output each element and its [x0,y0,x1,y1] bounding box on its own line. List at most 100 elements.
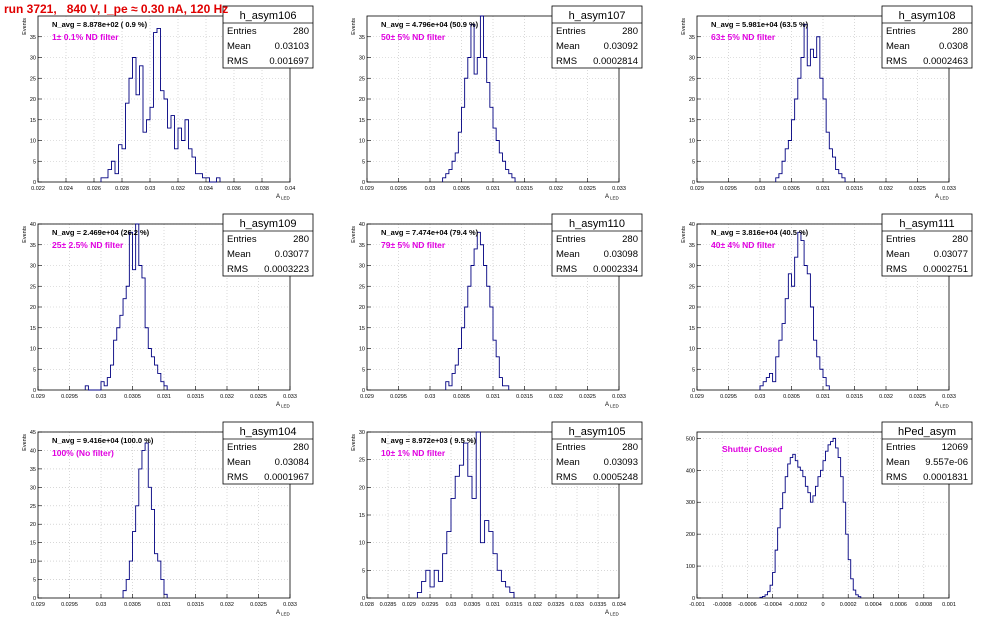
filter-text: Shutter Closed [722,444,782,454]
y-tick-label: 20 [30,305,36,311]
y-tick-label: 40 [30,448,36,454]
navg-text: N_avg = 7.474e+04 (79.4 %) [381,228,479,237]
stat-value-rms: 0.0002751 [923,264,968,275]
x-tick-label: 0.0305 [124,602,141,608]
y-tick-label: 0 [362,596,365,602]
stats-box: h_asym107 Entries 280 Mean 0.03092 RMS 0.00028… [551,5,643,69]
stat-value-rms: 0.0002463 [923,56,968,67]
x-tick-label: 0.0335 [590,602,607,608]
stat-value-mean: 0.03092 [604,41,638,52]
x-tick-label: 0.031 [816,394,830,400]
x-tick-label: 0.033 [570,602,584,608]
stat-label-rms: RMS [556,264,577,275]
histogram-name: h_asym108 [899,10,956,22]
x-tick-label: 0.033 [283,602,297,608]
x-tick-label: 0.03 [96,602,107,608]
x-tick-label: 0.04 [285,186,296,192]
y-tick-label: 10 [359,541,365,547]
y-tick-label: 0 [33,388,36,394]
y-tick-label: 100 [686,564,695,570]
x-tick-label: 0.0305 [124,394,141,400]
y-tick-label: 0 [33,180,36,186]
x-tick-label: 0.0006 [890,602,907,608]
x-tick-label: 0.03 [425,394,436,400]
stat-value-rms: 0.0002814 [593,56,638,67]
y-tick-label: 20 [359,97,365,103]
navg-text: N_avg = 9.416e+04 (100.0 %) [52,436,154,445]
filter-text: 100% (No filter) [52,448,114,458]
x-tick-label: 0.0004 [865,602,882,608]
x-tick-label: -0.0006 [738,602,757,608]
histogram-name: h_asym109 [240,218,297,230]
y-tick-label: 5 [692,367,695,373]
stat-value-rms: 0.0005248 [593,472,638,483]
x-axis-label: ALED [276,402,291,409]
x-tick-label: -0.0004 [763,602,782,608]
stats-box: h_asym106 Entries 280 Mean 0.03103 RMS 0.00169… [222,5,314,69]
x-tick-label: 0.0295 [390,186,407,192]
x-tick-label: -0.0002 [788,602,807,608]
x-tick-label: 0.0305 [783,186,800,192]
x-tick-label: -0.001 [689,602,705,608]
x-axis-label: ALED [605,194,620,201]
y-tick-label: 300 [686,500,695,506]
stat-value-rms: 0.0002334 [593,264,638,275]
histogram-name: hPed_asym [898,426,956,438]
filter-text: 25± 2.5% ND filter [52,240,124,250]
x-tick-label: 0.032 [171,186,185,192]
y-tick-label: 5 [362,367,365,373]
x-tick-label: 0.03 [755,394,766,400]
y-tick-label: 35 [30,35,36,41]
y-tick-label: 20 [30,522,36,528]
x-tick-label: 0.033 [612,394,626,400]
stat-label-entries: Entries [886,26,916,37]
x-tick-label: 0.03 [755,186,766,192]
panel-h_asym108: 0.029 0.0295 0.03 0.0305 0.031 0.0315 0.032 0.0… [681,5,973,201]
x-tick-label: 0.0295 [61,602,78,608]
stat-value-entries: 12069 [942,442,968,453]
y-tick-label: 15 [359,513,365,519]
y-tick-label: 10 [30,559,36,565]
stat-label-entries: Entries [886,442,916,453]
stat-value-entries: 280 [622,234,638,245]
y-tick-label: 20 [359,485,365,491]
y-tick-label: 35 [30,467,36,473]
x-tick-label: 0.0295 [390,394,407,400]
x-tick-label: 0.034 [199,186,213,192]
y-tick-label: 10 [689,347,695,353]
filter-text: 50± 5% ND filter [381,32,446,42]
stats-box: h_asym111 Entries 280 Mean 0.03077 RMS 0.00027… [881,213,973,277]
y-tick-label: 30 [359,264,365,270]
y-tick-label: 0 [692,596,695,602]
x-tick-label: 0.0325 [579,394,596,400]
y-tick-label: 30 [30,264,36,270]
x-tick-label: 0.029 [690,186,704,192]
stat-value-mean: 0.03077 [275,249,309,260]
stat-label-entries: Entries [227,442,257,453]
stat-value-entries: 280 [293,26,309,37]
stats-box-frame [551,5,643,69]
x-tick-label: 0.031 [486,602,500,608]
navg-text: N_avg = 8.972e+03 ( 9.5 %) [381,436,477,445]
x-tick-label: 0.0325 [909,186,926,192]
stats-box-frame [551,421,643,485]
y-tick-label: 25 [689,76,695,82]
y-tick-label: 35 [359,35,365,41]
y-tick-label: 5 [33,159,36,165]
y-tick-label: 200 [686,532,695,538]
stat-label-mean: Mean [556,41,580,52]
y-tick-label: 10 [359,347,365,353]
y-tick-label: 25 [30,504,36,510]
x-tick-label: 0.0002 [840,602,857,608]
y-tick-label: 25 [359,458,365,464]
y-tick-label: 5 [33,367,36,373]
navg-text: N_avg = 4.796e+04 (50.9 %) [381,20,479,29]
y-axis-label: Events [22,18,28,35]
y-tick-label: 15 [689,118,695,124]
panel-h_asym105: 0.028 0.0285 0.029 0.0295 0.03 0.0305 0.031 0.0… [351,421,643,617]
y-tick-label: 5 [362,568,365,574]
x-tick-label: 0.0325 [250,394,267,400]
x-tick-label: 0.0305 [464,602,481,608]
x-tick-label: 0.032 [220,602,234,608]
